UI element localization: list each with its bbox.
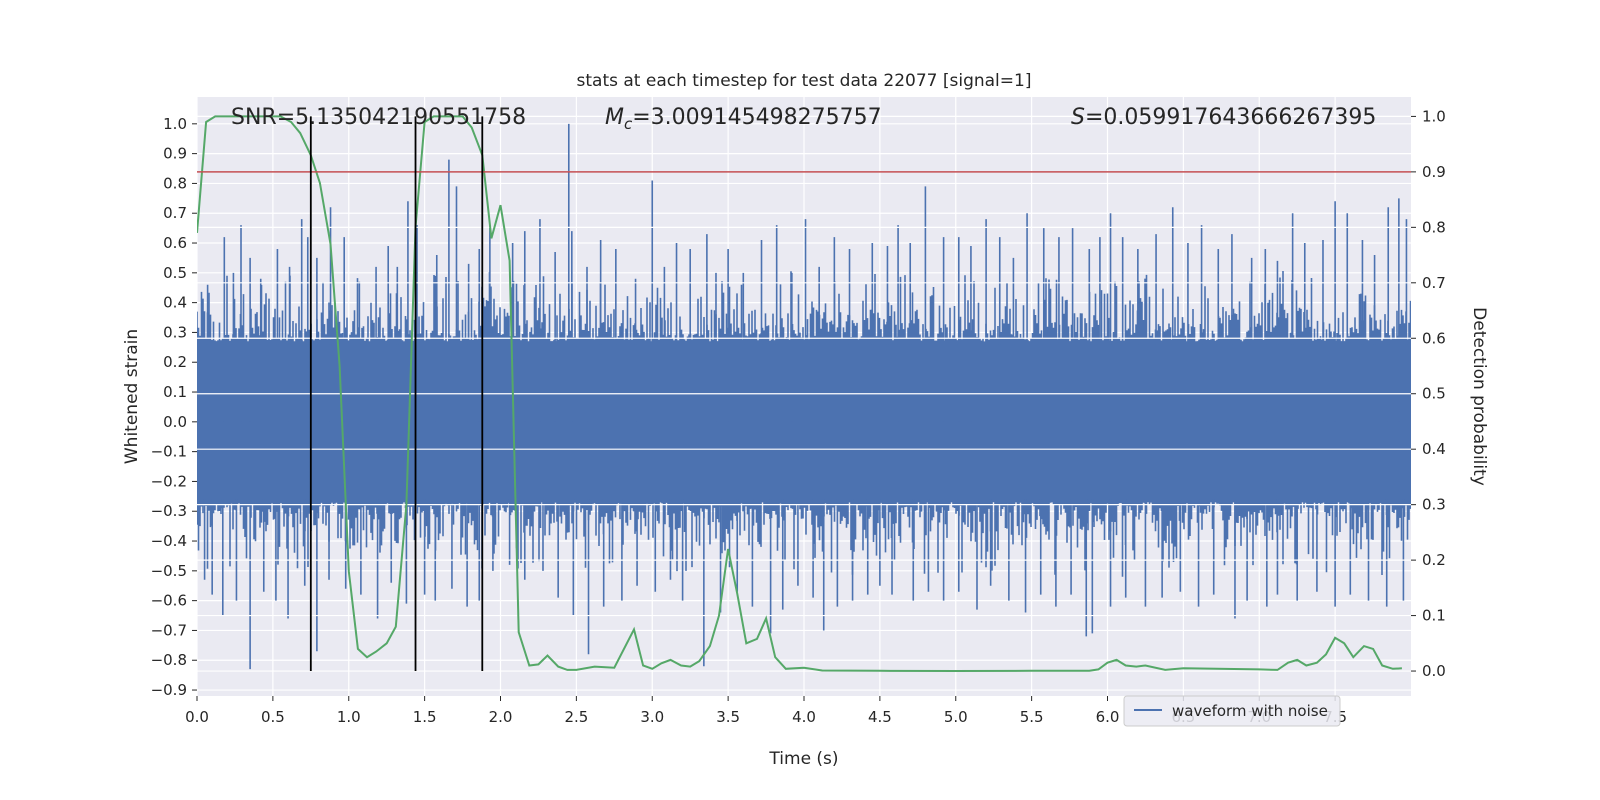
y-tick-label: 0.9 [163, 145, 187, 163]
snr-annotation: SNR=5.135042190551758 [231, 105, 526, 130]
noise-core [197, 344, 1411, 500]
y-right-tick-label: 1.0 [1422, 107, 1446, 125]
x-axis-label: Time (s) [768, 749, 838, 769]
y-right-tick-label: 0.7 [1422, 274, 1446, 292]
x-tick-label: 3.0 [640, 708, 664, 726]
y-axis-label: Whitened strain [122, 329, 142, 464]
legend-label: waveform with noise [1172, 702, 1328, 720]
y-tick-label: −0.9 [151, 681, 187, 699]
y-tick-label: −0.5 [151, 562, 187, 580]
y-tick-label: 0.5 [163, 264, 187, 282]
y-tick-label: −0.8 [151, 651, 187, 669]
x-tick-label: 4.5 [868, 708, 892, 726]
y-right-axis-label: Detection probability [1469, 307, 1489, 486]
x-tick-label: 0.5 [261, 708, 285, 726]
y-tick-label: −0.6 [151, 592, 187, 610]
x-tick-label: 6.0 [1096, 708, 1120, 726]
x-tick-label: 5.5 [1020, 708, 1044, 726]
y-tick-label: 0.4 [163, 294, 187, 312]
detection-probability-line [197, 115, 1402, 673]
y-tick-label: 0.8 [163, 174, 187, 192]
y-right-tick-label: 0.1 [1422, 607, 1446, 625]
y-tick-label: −0.1 [151, 443, 187, 461]
x-tick-label: 2.5 [564, 708, 588, 726]
y-right-tick-label: 0.6 [1422, 329, 1446, 347]
x-tick-label: 1.5 [413, 708, 437, 726]
y-tick-label: 0.2 [163, 353, 187, 371]
legend-box [1123, 695, 1341, 727]
chirp-mass-annotation: Mc=3.009145498275757 [605, 105, 882, 133]
y-tick-label: 0.7 [163, 204, 187, 222]
x-tick-label: 0.0 [185, 708, 209, 726]
y-tick-label: 1.0 [163, 115, 187, 133]
probability-series [197, 115, 1411, 673]
y-tick-label: −0.3 [151, 502, 187, 520]
y-right-axis-ticks: 1.0 0.9 0.8 0.7 0.6 0.5 0.4 0.3 0.2 0.1 0.0 [1411, 107, 1446, 680]
y-tick-label: 0.3 [163, 323, 187, 341]
s-statistic-annotation: S=0.059917643666267395 [1071, 105, 1376, 130]
x-tick-label: 1.0 [337, 708, 361, 726]
y-right-tick-label: 0.0 [1422, 662, 1446, 680]
y-right-tick-label: 0.3 [1422, 496, 1446, 514]
y-right-tick-label: 0.4 [1422, 440, 1446, 458]
y-tick-label: −0.4 [151, 532, 187, 550]
legend: waveform with noise [1123, 695, 1341, 727]
x-tick-label: 3.5 [716, 708, 740, 726]
x-tick-label: 2.0 [489, 708, 513, 726]
y-tick-label: −0.2 [151, 472, 187, 490]
chart-title: stats at each timestep for test data 220… [577, 71, 1032, 91]
y-right-tick-label: 0.8 [1422, 218, 1446, 236]
y-axis-ticks: 1.0 0.9 0.8 0.7 0.6 0.5 0.4 0.3 0.2 0.1 0.0 −0.1 −0.… [151, 115, 197, 699]
y-right-tick-label: 0.2 [1422, 551, 1446, 569]
y-tick-label: 0.0 [163, 413, 187, 431]
strain-series [197, 123, 1411, 670]
x-tick-label: 4.0 [792, 708, 816, 726]
y-right-tick-label: 0.9 [1422, 163, 1446, 181]
y-tick-label: 0.1 [163, 383, 187, 401]
y-right-tick-label: 0.5 [1422, 385, 1446, 403]
y-tick-label: −0.7 [151, 621, 187, 639]
x-tick-label: 5.0 [944, 708, 968, 726]
y-tick-label: 0.6 [163, 234, 187, 252]
